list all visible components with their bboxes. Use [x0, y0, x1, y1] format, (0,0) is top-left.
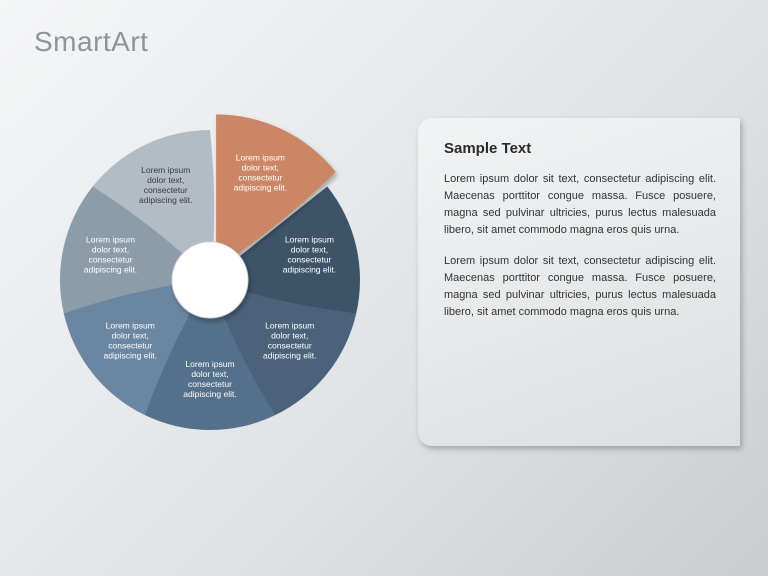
pie-center: [172, 242, 248, 318]
pie-segment-0-label: Lorem ipsumdolor text,consecteturadipisc…: [234, 152, 287, 192]
pie-segment-5-label: Lorem ipsumdolor text,consecteturadipisc…: [84, 234, 137, 274]
panel-heading: Sample Text: [444, 140, 716, 157]
pie-segment-1-label: Lorem ipsumdolor text,consecteturadipisc…: [283, 234, 336, 274]
pie-wheel: Lorem ipsumdolor text,consecteturadipisc…: [50, 110, 370, 510]
pie-segment-6-label: Lorem ipsumdolor text,consecteturadipisc…: [139, 165, 192, 205]
panel-para-1: Lorem ipsum dolor sit text, consectetur …: [444, 171, 716, 239]
pie-segment-2-label: Lorem ipsumdolor text,consecteturadipisc…: [263, 321, 316, 361]
page-title: SmartArt: [34, 26, 148, 58]
text-panel: Sample Text Lorem ipsum dolor sit text, …: [418, 118, 740, 446]
pie-segment-3-label: Lorem ipsumdolor text,consecteturadipisc…: [183, 359, 236, 399]
pie-segment-4-label: Lorem ipsumdolor text,consecteturadipisc…: [104, 321, 157, 361]
panel-para-2: Lorem ipsum dolor sit text, consectetur …: [444, 253, 716, 321]
